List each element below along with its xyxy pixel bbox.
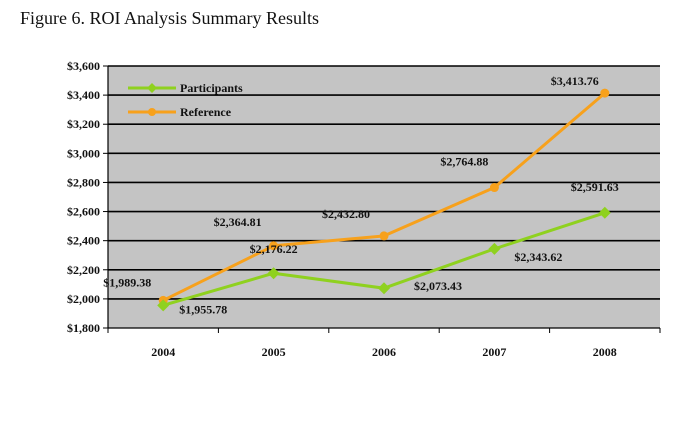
x-tick-label: 2008: [593, 345, 617, 359]
y-tick-label: $2,000: [67, 292, 100, 306]
participants-point: [378, 282, 390, 295]
reference-data-label: $1,989.38: [103, 275, 151, 289]
x-tick-label: 2005: [262, 345, 286, 359]
reference-point: [600, 88, 610, 98]
legend-participants-label: Participants: [180, 81, 243, 95]
participants-data-label: $2,073.43: [414, 279, 462, 293]
x-tick-label: 2007: [482, 345, 506, 359]
participants-data-label: $2,176.22: [250, 242, 298, 256]
reference-data-label: $2,432.80: [322, 207, 370, 221]
reference-point: [379, 231, 389, 241]
reference-point: [269, 241, 279, 251]
y-tick-label: $3,000: [67, 146, 100, 160]
y-tick-label: $3,200: [67, 117, 100, 131]
participants-data-label: $2,591.63: [571, 180, 619, 194]
y-tick-label: $1,800: [67, 321, 100, 335]
reference-data-label: $2,764.88: [440, 155, 488, 169]
figure-title: Figure 6. ROI Analysis Summary Results: [20, 8, 320, 28]
reference-point: [489, 183, 499, 193]
x-tick-label: 2004: [151, 345, 175, 359]
reference-data-label: $3,413.76: [551, 74, 599, 88]
x-tick-label: 2006: [372, 345, 396, 359]
y-tick-label: $3,600: [67, 59, 100, 73]
y-tick-label: $2,200: [67, 263, 100, 277]
y-tick-label: $2,600: [67, 205, 100, 219]
y-tick-label: $2,800: [67, 175, 100, 189]
participants-data-label: $1,955.78: [179, 302, 227, 316]
reference-data-label: $2,364.81: [214, 215, 262, 229]
participants-point: [267, 267, 280, 280]
legend-reference-label: Reference: [180, 105, 232, 119]
participants-data-label: $2,343.62: [514, 250, 562, 264]
y-tick-label: $3,400: [67, 88, 100, 102]
participants-point: [157, 299, 170, 312]
legend-participants-marker: [147, 83, 157, 93]
participants-point: [488, 242, 501, 255]
participants-point: [598, 206, 611, 219]
y-tick-label: $2,400: [67, 234, 100, 248]
legend-reference-marker: [148, 108, 156, 116]
